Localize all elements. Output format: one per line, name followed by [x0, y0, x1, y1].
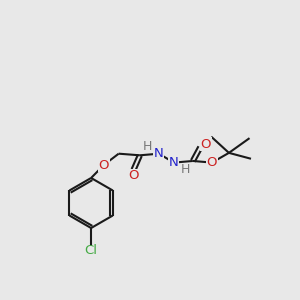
Text: N: N: [169, 156, 179, 169]
Text: Cl: Cl: [85, 244, 98, 257]
Text: O: O: [200, 138, 211, 151]
Text: O: O: [207, 156, 217, 169]
Text: H: H: [180, 164, 190, 176]
Text: O: O: [128, 169, 139, 182]
Text: H: H: [143, 140, 152, 153]
Text: O: O: [99, 158, 109, 172]
Text: N: N: [154, 147, 164, 160]
